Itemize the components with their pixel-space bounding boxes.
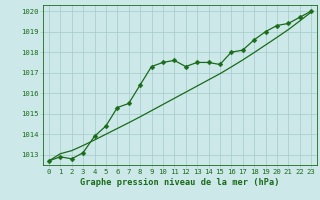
X-axis label: Graphe pression niveau de la mer (hPa): Graphe pression niveau de la mer (hPa) [80, 178, 280, 187]
